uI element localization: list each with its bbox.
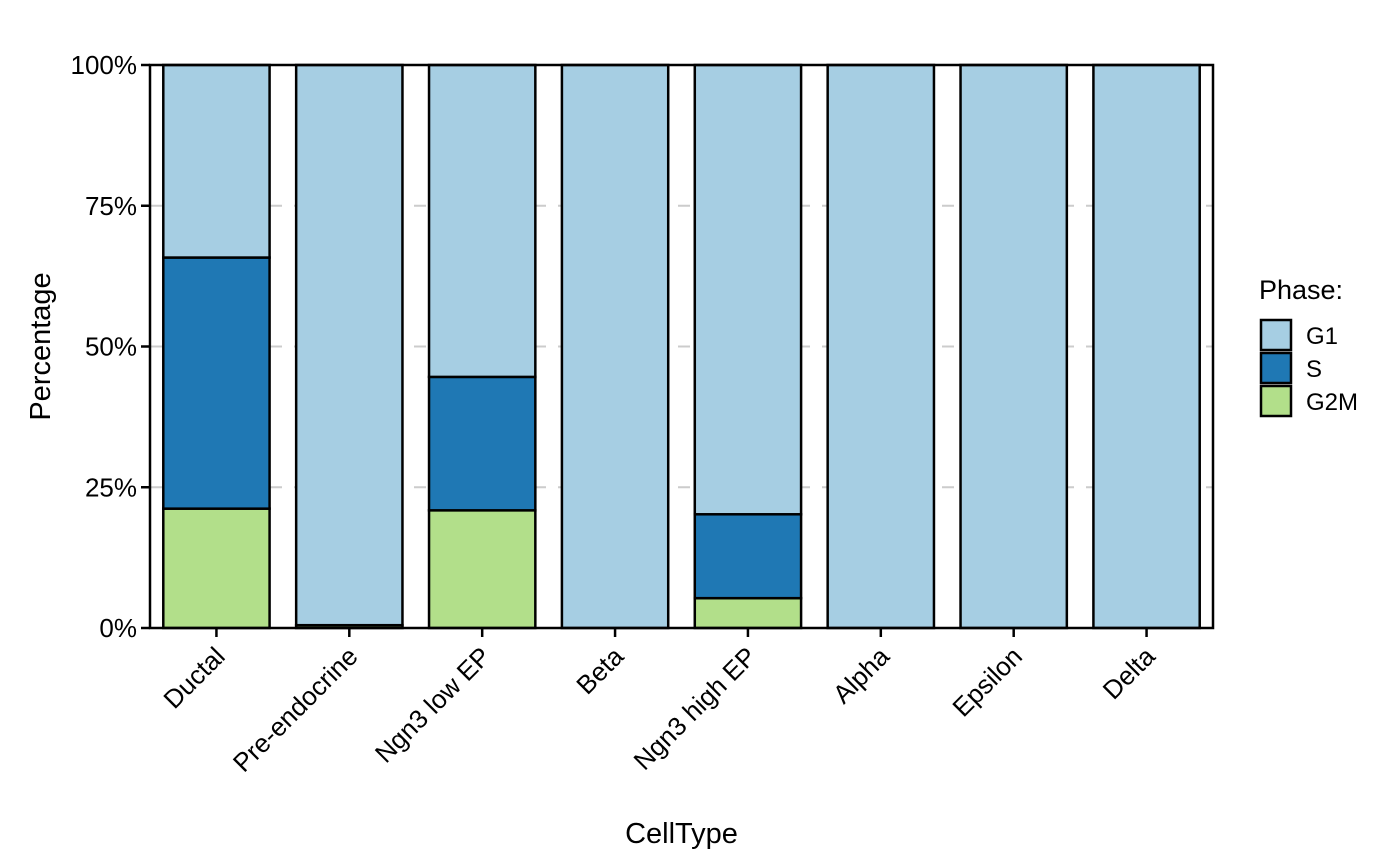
y-tick-label: 75% [85, 191, 137, 221]
bar-segment [162, 63, 271, 259]
legend-swatch [1259, 384, 1293, 418]
bar-segment [427, 375, 537, 512]
legend: Phase: G1 S G2M [1259, 275, 1358, 418]
y-tick-label: 25% [85, 472, 137, 502]
y-tick-label: 0% [99, 613, 137, 643]
x-tick-label: Ngn3 low EP [369, 641, 497, 769]
legend-label: G2M [1306, 389, 1358, 416]
legend-swatch [1259, 351, 1293, 385]
y-tick-label: 100% [71, 50, 138, 80]
bar-segment [427, 63, 537, 379]
bar-segment [693, 513, 803, 600]
bar-segment [1092, 63, 1201, 630]
bar-segment [693, 596, 803, 630]
legend-label: G1 [1306, 323, 1338, 350]
x-tick-label: Pre-endocrine [227, 641, 364, 778]
x-tick-label: Ngn3 high EP [628, 641, 763, 776]
bar-segment [294, 63, 404, 627]
bars [162, 63, 1201, 630]
bar-segment [560, 63, 670, 630]
bar-segment [162, 507, 271, 630]
x-tick-label: Epsilon [946, 641, 1028, 723]
bar-segment [427, 509, 537, 630]
x-tick-label: Ductal [157, 641, 230, 714]
x-axis-title: CellType [625, 818, 738, 850]
legend-swatch [1259, 318, 1293, 352]
y-axis: 0% 25% 50% 75% 100% [71, 50, 150, 643]
x-tick-label: Delta [1097, 641, 1162, 706]
x-tick-label: Alpha [827, 641, 896, 710]
x-tick-label: Beta [570, 641, 629, 700]
legend-title: Phase: [1259, 275, 1343, 305]
y-axis-title: Percentage [25, 272, 57, 420]
legend-label: S [1306, 356, 1322, 383]
bar-segment [826, 63, 936, 630]
y-tick-label: 50% [85, 332, 137, 362]
bar-segment [693, 63, 803, 516]
bar-segment [162, 256, 271, 510]
bar-segment [959, 63, 1069, 630]
